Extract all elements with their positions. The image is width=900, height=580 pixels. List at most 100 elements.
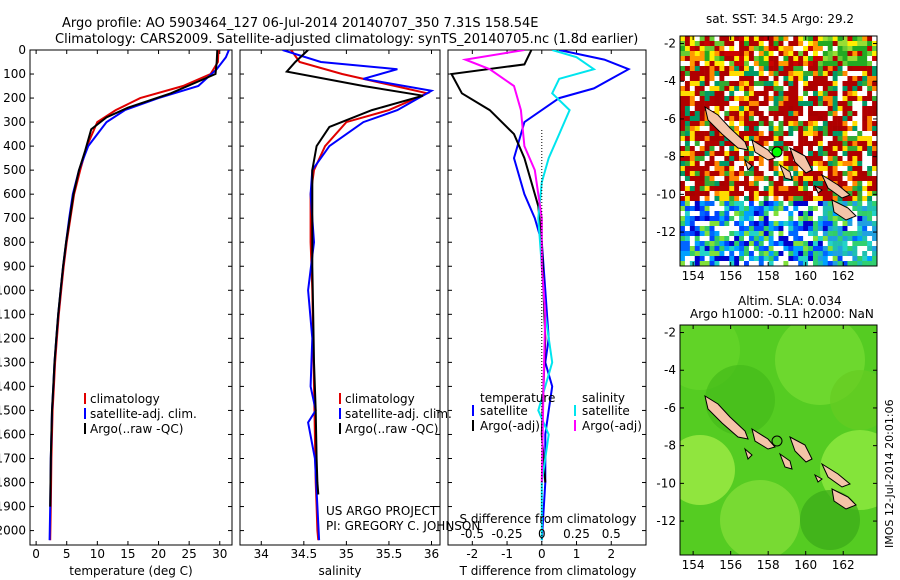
sst-cell: [763, 111, 769, 117]
sst-cell: [753, 131, 760, 137]
sst-cell: [867, 111, 873, 117]
sst-cell: [783, 161, 789, 167]
sst-cell: [719, 246, 725, 252]
sst-cell: [699, 121, 705, 127]
sst-cell: [808, 206, 814, 212]
sst-cell: [758, 96, 765, 102]
sst-cell: [753, 171, 760, 177]
sst-cell: [822, 61, 829, 67]
sst-cell: [714, 61, 720, 67]
sst-cell: [837, 96, 843, 102]
sst-cell: [684, 146, 691, 152]
sst-cell: [852, 81, 858, 87]
sst-cell: [773, 166, 779, 172]
sst-cell: [704, 256, 710, 262]
sst-cell: [808, 226, 814, 232]
sst-cell: [699, 41, 705, 47]
map-x-tick-label: 158: [757, 269, 780, 283]
sst-cell: [832, 221, 838, 227]
sst-cell: [714, 256, 720, 262]
sst-cell: [753, 136, 760, 142]
sst-cell: [842, 186, 848, 192]
sst-cell: [763, 246, 769, 252]
sst-cell: [808, 236, 814, 242]
sst-cell: [709, 226, 715, 232]
sst-cell: [793, 126, 799, 132]
sst-cell: [729, 226, 735, 232]
map-x-tick-label: 162: [832, 558, 855, 572]
sst-cell: [773, 171, 779, 177]
sst-cell: [680, 196, 686, 202]
sst-cell: [847, 116, 853, 122]
sst-cell: [689, 101, 696, 107]
sst-cell: [827, 56, 833, 62]
sst-cell: [808, 201, 814, 207]
sst-cell: [783, 251, 789, 257]
sst-cell: [763, 166, 769, 172]
x-tick-label: -2: [466, 547, 478, 561]
sst-cell: [768, 256, 774, 262]
sst-cell: [867, 136, 873, 142]
sst-cell: [837, 91, 843, 97]
sst-cell: [832, 56, 838, 62]
sst-cell: [847, 111, 853, 117]
sst-cell: [699, 236, 705, 242]
sst-cell: [842, 121, 848, 127]
sst-cell: [847, 241, 853, 247]
sst-cell: [803, 126, 809, 132]
sst-cell: [744, 81, 750, 87]
sst-cell: [803, 111, 809, 117]
sst-cell: [680, 51, 686, 57]
sst-cell: [798, 221, 804, 227]
sla-blob: [720, 480, 800, 555]
sst-cell: [704, 206, 710, 212]
sst-cell: [867, 251, 873, 257]
sst-cell: [832, 246, 838, 252]
sst-cell: [798, 136, 804, 142]
sst-cell: [822, 76, 829, 82]
sst-cell: [753, 46, 760, 52]
sst-cell: [719, 221, 725, 227]
sst-cell: [694, 156, 700, 162]
map-x-tick-label: 156: [719, 269, 742, 283]
sst-cell: [812, 136, 819, 142]
sst-cell: [837, 151, 843, 157]
sst-cell: [744, 136, 750, 142]
sst-cell: [699, 241, 705, 247]
sst-cell: [867, 76, 873, 82]
sst-cell: [837, 171, 843, 177]
sst-cell: [763, 66, 769, 72]
sst-cell: [852, 136, 858, 142]
sst-cell: [837, 106, 843, 112]
sst-cell: [734, 126, 740, 132]
sst-cell: [798, 96, 804, 102]
sla-blob: [800, 490, 860, 550]
sst-cell: [832, 131, 838, 137]
sst-cell: [684, 81, 691, 87]
sst-cell: [699, 161, 705, 167]
sst-cell: [768, 246, 774, 252]
island: [744, 158, 753, 171]
sst-cell: [729, 261, 735, 266]
sst-cell: [793, 176, 799, 182]
sst-cell: [680, 66, 686, 72]
sst-cell: [714, 101, 720, 107]
sst-cell: [872, 101, 877, 107]
sst-cell: [773, 156, 779, 162]
sst-cell: [753, 121, 760, 127]
sst-cell: [847, 71, 853, 77]
sst-cell: [837, 141, 843, 147]
sst-cell: [744, 226, 750, 232]
sst-cell: [689, 51, 696, 57]
sst-cell: [817, 86, 824, 92]
sst-cell: [808, 76, 814, 82]
map-y-tick-label: -2: [664, 37, 676, 51]
sst-cell: [768, 101, 774, 107]
sst-cell: [817, 251, 824, 257]
sst-cell: [808, 261, 814, 266]
sst-cell: [758, 51, 765, 57]
sst-cell: [704, 151, 710, 157]
sst-cell: [729, 41, 735, 47]
sst-cell: [788, 106, 794, 112]
sst-cell: [862, 136, 868, 142]
